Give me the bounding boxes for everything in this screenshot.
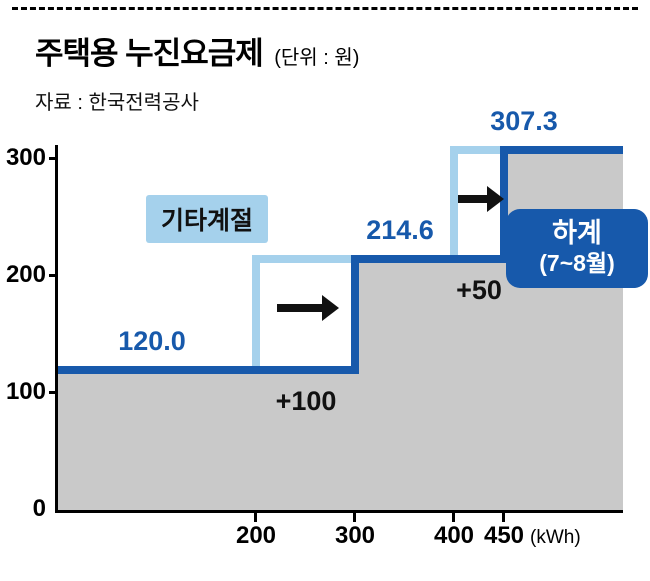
summer-line-horizontal-1 <box>58 366 359 374</box>
summer-line-horizontal-3 <box>500 146 623 154</box>
summer-line-horizontal-2 <box>351 255 508 263</box>
source-label: 자료 : 한국전력공사 <box>35 92 199 114</box>
other-season-line-vertical-2 <box>450 146 458 262</box>
x-axis-label-450: 450 <box>483 522 525 549</box>
rate-value-label-3: 307.3 <box>490 106 558 136</box>
shift-arrow-2 <box>456 185 504 213</box>
plot-area: 기타계절 하계 (7~8월) +100 +50 120.0 214.6 307.3 0 10… <box>6 106 648 549</box>
arrow-head-icon <box>487 186 504 212</box>
y-axis-label-100: 100 <box>5 378 46 405</box>
shift-arrow-1 <box>275 294 339 322</box>
y-axis-label-300: 300 <box>5 144 46 171</box>
x-axis-tick-200 <box>254 513 257 522</box>
shift-amount-label-2: +50 <box>456 275 502 305</box>
other-season-label: 기타계절 <box>161 207 254 235</box>
x-axis-unit-label: (kWh) <box>530 527 581 548</box>
arrow-shaft-icon <box>458 195 488 203</box>
summer-line-vertical-1 <box>351 255 359 374</box>
unit-label: (단위 : 원) <box>274 47 360 69</box>
x-axis-label-300: 300 <box>334 522 376 549</box>
gray-area-step-3 <box>504 150 623 510</box>
y-axis-tick-100 <box>49 391 58 394</box>
other-season-line-vertical-1 <box>252 255 260 374</box>
x-axis-tick-400 <box>452 513 455 522</box>
rate-value-label-2: 214.6 <box>366 215 434 245</box>
summer-line-vertical-2 <box>500 146 508 262</box>
y-axis-tick-300 <box>49 157 58 160</box>
title-row: 주택용 누진요금제 (단위 : 원) <box>35 28 359 73</box>
shift-amount-label-1: +100 <box>275 386 337 416</box>
y-axis-label-200: 200 <box>5 261 46 288</box>
x-axis-tick-300 <box>353 513 356 522</box>
x-axis-label-400: 400 <box>433 522 475 549</box>
top-dashed-border <box>12 7 638 10</box>
x-axis-label-200: 200 <box>235 522 277 549</box>
rate-value-label-1: 120.0 <box>118 326 186 356</box>
x-axis-tick-450 <box>502 513 505 522</box>
other-season-label-box: 기타계절 <box>146 195 269 243</box>
arrow-head-icon <box>322 295 339 321</box>
y-axis-label-0: 0 <box>32 495 46 522</box>
summer-label-line1: 하계 <box>552 218 602 248</box>
summer-label-line2: (7~8월) <box>539 249 615 276</box>
arrow-shaft-icon <box>277 304 323 312</box>
y-axis-tick-200 <box>49 274 58 277</box>
page-title: 주택용 누진요금제 <box>35 36 264 71</box>
header: 주택용 누진요금제 (단위 : 원) 자료 : 한국전력공사 <box>35 28 359 115</box>
summer-label-box: 하계 (7~8월) <box>506 209 648 288</box>
